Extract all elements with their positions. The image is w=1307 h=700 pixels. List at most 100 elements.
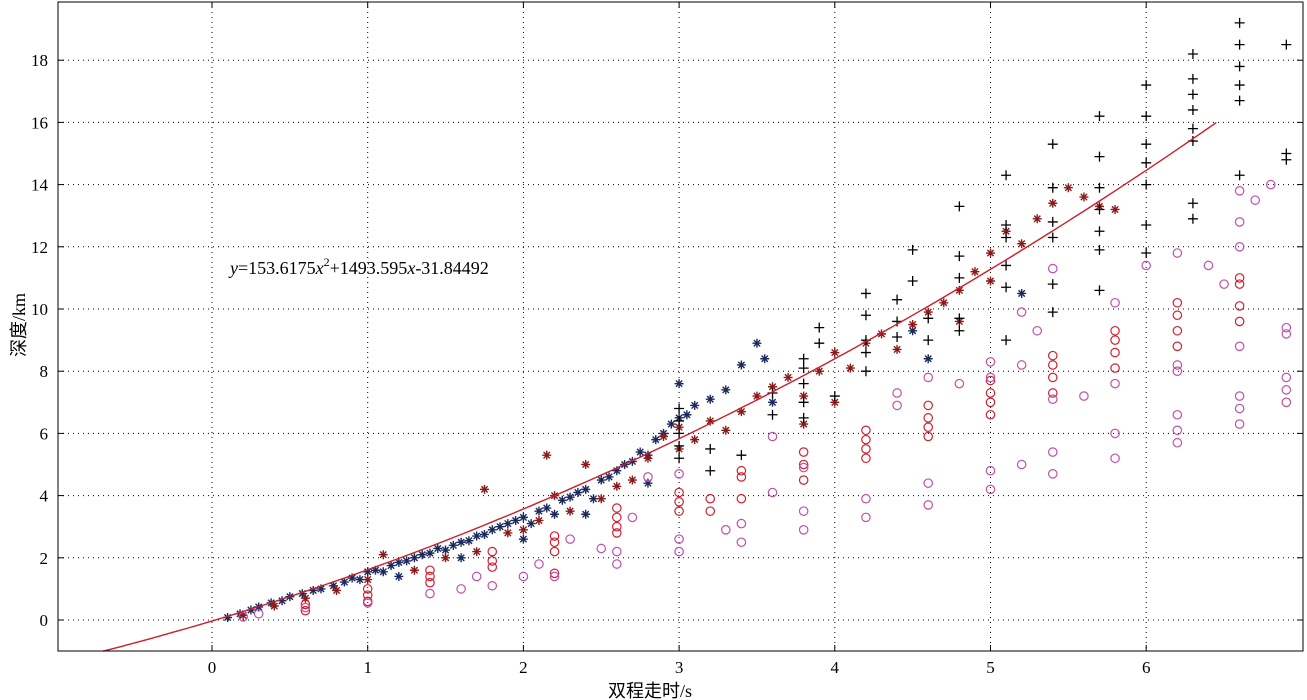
point-circle [1265, 179, 1276, 190]
point-plus [1281, 154, 1292, 165]
point-asterisk [464, 536, 474, 546]
point-circle [923, 400, 934, 411]
point-asterisk [581, 509, 591, 519]
point-circle [1172, 297, 1183, 308]
point-circle [565, 534, 575, 544]
point-circle [892, 388, 902, 398]
point-circle [954, 378, 965, 389]
point-circle [487, 562, 498, 572]
point-circle [1016, 459, 1027, 470]
point-plus [1047, 216, 1058, 227]
point-circle [253, 608, 264, 619]
point-circle [456, 584, 466, 594]
series-1 [238, 183, 1120, 620]
point-plus [1141, 220, 1152, 231]
point-asterisk [1110, 204, 1120, 214]
point-plus [1141, 139, 1152, 150]
point-plus [923, 335, 934, 346]
point-plus [1187, 213, 1198, 224]
eq-x1: x [315, 258, 324, 278]
point-asterisk [596, 494, 606, 504]
point-circle [1110, 363, 1120, 373]
point-asterisk [986, 248, 995, 258]
point-asterisk [300, 593, 310, 603]
point-plus [798, 412, 809, 423]
point-circle [674, 487, 684, 498]
point-circle [1172, 341, 1183, 352]
point-circle [1047, 350, 1058, 361]
point-circle [798, 462, 809, 473]
point-circle [1172, 310, 1183, 321]
point-asterisk [892, 344, 902, 354]
point-asterisk [433, 543, 443, 553]
point-asterisk [394, 571, 404, 581]
point-asterisk [526, 519, 536, 529]
y-tick-label: 0 [40, 611, 49, 630]
point-asterisk [736, 407, 746, 417]
point-plus [1001, 260, 1012, 271]
point-plus [814, 338, 825, 349]
point-circle [1141, 260, 1151, 271]
series-0 [223, 288, 1027, 623]
point-plus [860, 310, 871, 321]
point-asterisk [534, 506, 544, 516]
point-asterisk [581, 484, 591, 494]
point-asterisk [573, 487, 583, 497]
point-asterisk [347, 573, 357, 583]
point-asterisk [495, 522, 505, 532]
point-circle [1281, 372, 1292, 383]
point-asterisk [939, 298, 949, 308]
point-plus [1001, 232, 1012, 243]
point-asterisk [752, 391, 762, 401]
point-circle [425, 565, 435, 576]
point-circle [1110, 378, 1120, 389]
point-circle [1079, 391, 1089, 401]
point-asterisk [223, 613, 233, 623]
point-circle [1172, 437, 1183, 448]
point-plus [1141, 248, 1152, 259]
point-circle [238, 612, 248, 622]
point-asterisk [721, 425, 731, 435]
point-asterisk [518, 512, 528, 522]
point-circle [861, 493, 871, 504]
point-plus [674, 428, 685, 439]
point-plus [1187, 73, 1198, 84]
point-circle [1234, 186, 1245, 196]
point-circle [300, 599, 311, 610]
point-plus [1234, 39, 1245, 50]
point-circle [425, 588, 435, 599]
point-circle [1047, 388, 1058, 398]
point-plus [1001, 282, 1012, 293]
point-plus [1234, 17, 1245, 28]
point-circle [1234, 242, 1245, 252]
point-asterisk [635, 447, 645, 457]
point-asterisk [760, 354, 770, 364]
point-circle [861, 453, 871, 464]
point-asterisk [799, 419, 809, 429]
point-asterisk [479, 484, 489, 494]
point-asterisk [448, 540, 458, 550]
fit-equation: y=153.6175x2+1493.595x-31.84492 [228, 255, 489, 278]
point-asterisk [363, 575, 373, 585]
eq-y: y [228, 258, 238, 278]
point-circle [1234, 273, 1245, 283]
point-plus [705, 443, 716, 454]
point-asterisk [768, 382, 778, 392]
point-plus [892, 331, 903, 342]
point-circle [985, 484, 996, 495]
point-circle [1172, 425, 1183, 436]
point-plus [736, 450, 747, 461]
point-plus [892, 294, 903, 305]
point-circle [549, 537, 560, 548]
point-plus [954, 272, 965, 283]
point-circle [362, 590, 373, 600]
point-plus [860, 347, 871, 358]
point-circle [362, 598, 373, 608]
point-circle [518, 571, 529, 582]
point-circle [596, 543, 607, 554]
point-asterisk [783, 372, 793, 382]
point-asterisk [511, 515, 521, 525]
point-asterisk [441, 545, 451, 555]
point-asterisk [378, 550, 388, 560]
point-asterisk [581, 460, 591, 469]
